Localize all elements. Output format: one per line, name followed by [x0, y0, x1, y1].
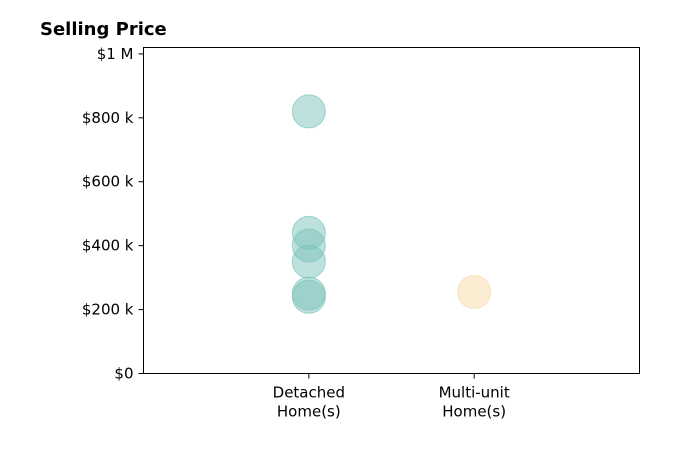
data-point: [457, 275, 492, 309]
y-axis: $0 $200 k $400 k $600 k $800 k $1 M: [82, 45, 144, 383]
plot-area-frame: [143, 47, 640, 374]
y-tick-label: $0: [114, 365, 133, 383]
data-points: [291, 94, 492, 314]
y-tick-label: $1 M: [97, 45, 134, 63]
data-point: [291, 279, 326, 314]
y-tick-label: $400 k: [82, 237, 134, 255]
x-axis: Detached Home(s) Multi-unit Home(s): [273, 373, 510, 421]
x-tick-label: Multi-unit Home(s): [439, 384, 510, 421]
y-tick-label: $800 k: [82, 109, 134, 127]
x-tick-label: Detached Home(s): [273, 384, 345, 421]
chart-title: Selling Price: [40, 19, 167, 40]
y-tick-label: $200 k: [82, 301, 134, 319]
data-point: [291, 244, 326, 279]
y-tick-label: $600 k: [82, 173, 134, 191]
data-point: [291, 94, 326, 129]
